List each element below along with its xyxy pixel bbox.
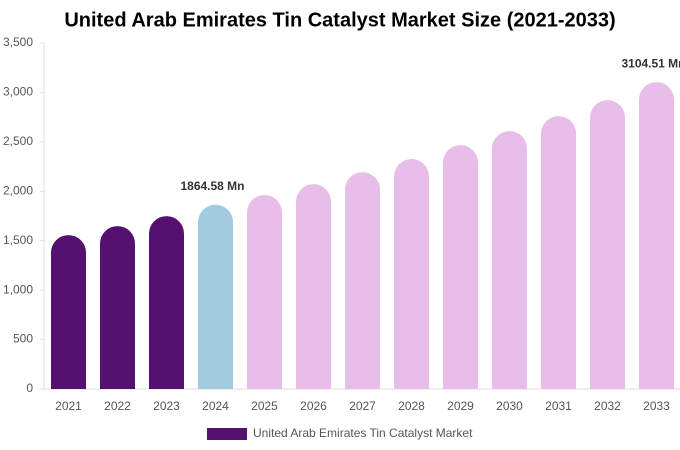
x-tick-label: 2025	[251, 399, 278, 413]
y-tick-label: 3,000	[3, 85, 33, 99]
bar	[149, 216, 184, 389]
bar	[198, 204, 233, 389]
x-tick-label: 2033	[643, 399, 670, 413]
x-tick-label: 2028	[398, 399, 425, 413]
bar	[394, 159, 429, 389]
x-tick-label: 2022	[104, 399, 131, 413]
bar	[492, 131, 527, 389]
bar	[639, 82, 674, 389]
x-tick-label: 2029	[447, 399, 474, 413]
x-tick-label: 2021	[55, 399, 82, 413]
value-label: 1864.58 Mn	[180, 179, 244, 193]
x-tick-label: 2026	[300, 399, 327, 413]
legend-swatch	[207, 428, 247, 440]
x-tick-label: 2023	[153, 399, 180, 413]
bar	[590, 100, 625, 389]
y-tick-label: 2,000	[3, 183, 33, 197]
x-tick-label: 2030	[496, 399, 523, 413]
bar	[100, 226, 135, 389]
y-tick-label: 1,500	[3, 233, 33, 247]
y-tick-label: 3,500	[3, 35, 33, 49]
y-tick-label: 2,500	[3, 134, 33, 148]
y-tick-label: 1,000	[3, 282, 33, 296]
x-tick-label: 2027	[349, 399, 376, 413]
legend-label: United Arab Emirates Tin Catalyst Market	[253, 426, 473, 440]
bar	[443, 145, 478, 389]
bar	[247, 195, 282, 389]
bar	[541, 116, 576, 389]
bar	[296, 184, 331, 389]
x-tick-label: 2032	[594, 399, 621, 413]
bar	[51, 235, 86, 389]
x-tick-label: 2024	[202, 399, 229, 413]
chart-title: United Arab Emirates Tin Catalyst Market…	[64, 9, 615, 31]
value-label: 3104.51 Mn	[621, 56, 680, 70]
y-tick-label: 0	[26, 381, 33, 395]
y-tick-label: 500	[13, 332, 33, 346]
bar	[345, 172, 380, 389]
x-tick-label: 2031	[545, 399, 572, 413]
